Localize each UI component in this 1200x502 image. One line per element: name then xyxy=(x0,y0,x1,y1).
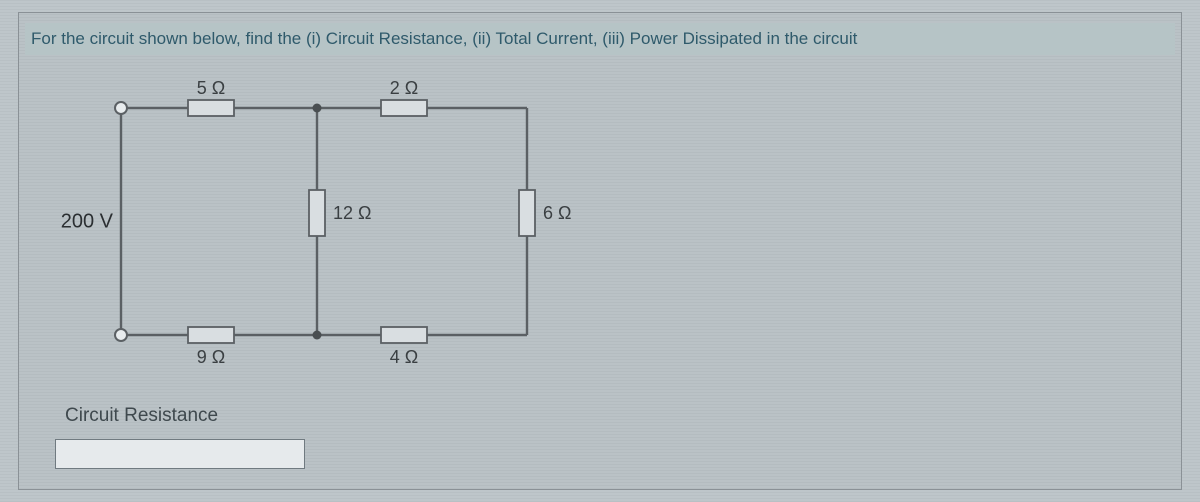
resistor-r2 xyxy=(381,100,427,116)
resistor-r1 xyxy=(188,100,234,116)
circuit-diagram: 5 Ω 2 Ω 12 Ω 6 Ω 9 Ω 4 Ω 200 V xyxy=(59,73,699,383)
question-text: For the circuit shown below, find the (i… xyxy=(25,23,1175,55)
circuit-resistance-input[interactable] xyxy=(55,439,305,469)
resistor-r5 xyxy=(188,327,234,343)
voltage-source-label: 200 V xyxy=(61,211,114,233)
resistor-r4 xyxy=(519,190,535,236)
answer-field-label: Circuit Resistance xyxy=(65,405,218,427)
question-panel: For the circuit shown below, find the (i… xyxy=(18,12,1182,490)
resistor-label-r3: 12 Ω xyxy=(333,203,371,223)
resistor-label-r2: 2 Ω xyxy=(390,78,418,98)
resistor-label-r5: 9 Ω xyxy=(197,347,225,367)
resistor-r6 xyxy=(381,327,427,343)
resistor-r3 xyxy=(309,190,325,236)
resistor-label-r4: 6 Ω xyxy=(543,203,571,223)
resistor-label-r6: 4 Ω xyxy=(390,347,418,367)
resistor-label-r1: 5 Ω xyxy=(197,78,225,98)
